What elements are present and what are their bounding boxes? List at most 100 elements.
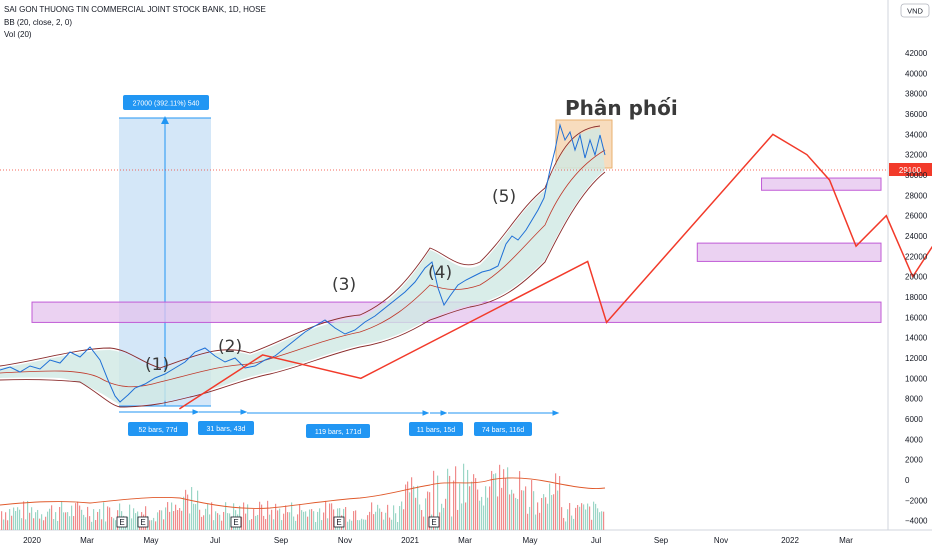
price-axis[interactable]: 4200040000380003600034000320003000028000… xyxy=(905,49,928,526)
volume-bar xyxy=(113,518,115,530)
volume-bar xyxy=(543,494,545,530)
earnings-marker-2[interactable]: E xyxy=(137,516,149,528)
volume-bar xyxy=(253,509,255,530)
volume-bar xyxy=(219,514,221,530)
volume-bar xyxy=(365,519,367,530)
volume-bar xyxy=(593,501,595,530)
earnings-marker-5[interactable]: E xyxy=(428,516,440,528)
price-tick-label: 40000 xyxy=(905,69,928,78)
volume-bar xyxy=(387,504,389,530)
volume-bar xyxy=(523,490,525,530)
volume-bar xyxy=(479,500,481,530)
volume-bar xyxy=(407,481,409,530)
volume-bar xyxy=(363,519,365,530)
volume-bar xyxy=(477,489,479,530)
volume-bar xyxy=(285,505,287,530)
price-tick-label: 38000 xyxy=(905,90,928,99)
bollinger-basis xyxy=(0,149,606,388)
volume-bar xyxy=(259,501,261,530)
volume-bar xyxy=(495,473,497,530)
volume-bar xyxy=(77,501,79,530)
volume-bar xyxy=(29,512,31,530)
volume-bar xyxy=(539,512,541,530)
volume-bar xyxy=(579,506,581,530)
svg-text:74 bars, 116d: 74 bars, 116d xyxy=(482,427,524,434)
price-tick-label: 14000 xyxy=(905,334,928,343)
volume-bar xyxy=(323,512,325,530)
volume-bar xyxy=(303,511,305,530)
volume-bar xyxy=(441,503,443,530)
volume-bar xyxy=(23,501,25,530)
volume-bar xyxy=(213,520,215,530)
volume-bar xyxy=(577,505,579,530)
wave-label-2: (2) xyxy=(218,337,242,357)
volume-bar xyxy=(55,512,57,530)
volume-bar xyxy=(575,507,577,530)
volume-bar xyxy=(273,519,275,530)
volume-bar xyxy=(463,463,465,530)
volume-bar xyxy=(283,513,285,530)
volume-bar xyxy=(561,507,563,530)
time-tick-label: Sep xyxy=(274,536,289,545)
volume-bar xyxy=(267,500,269,530)
volume-bar xyxy=(223,511,225,530)
volume-bar xyxy=(565,521,567,530)
volume-bar xyxy=(85,517,87,530)
volume-bar xyxy=(103,502,105,530)
volume-bar xyxy=(105,521,107,530)
earnings-marker-3[interactable]: E xyxy=(230,516,242,528)
volume-bar xyxy=(211,502,213,530)
volume-bar xyxy=(371,502,373,530)
volume-bar xyxy=(15,511,17,530)
measure-arrow-head xyxy=(161,116,169,124)
volume-bar xyxy=(115,520,117,530)
volume-bar xyxy=(159,510,161,530)
volume-bar xyxy=(571,515,573,530)
volume-bar xyxy=(51,505,53,530)
volume-bar xyxy=(369,511,371,530)
volume-bar xyxy=(327,518,329,530)
volume-bar xyxy=(295,520,297,530)
volume-bar xyxy=(485,486,487,530)
volume-bar xyxy=(187,494,189,530)
volume-bar xyxy=(559,476,561,530)
volume-bar xyxy=(481,496,483,530)
volume-bar xyxy=(271,509,273,530)
support-resistance-zone[interactable] xyxy=(761,177,882,191)
volume-bar xyxy=(53,519,55,530)
volume-bar xyxy=(419,504,421,530)
earnings-marker-1[interactable]: E xyxy=(116,516,128,528)
volume-bar xyxy=(325,500,327,530)
time-axis[interactable]: 2020 Mar May Jul Sep Nov 2021 Mar May Jul Sep Nov 20… xyxy=(23,536,853,545)
volume-bar xyxy=(133,508,135,530)
volume-bar xyxy=(151,520,153,530)
vol-indicator-label[interactable]: Vol (20) xyxy=(4,30,32,39)
price-tick-label: 10000 xyxy=(905,374,928,383)
volume-bar xyxy=(129,504,131,530)
time-tick-label: Jul xyxy=(210,536,220,545)
volume-bar xyxy=(401,501,403,530)
volume-bar xyxy=(193,503,195,530)
volume-bar xyxy=(265,519,267,530)
volume-bar xyxy=(359,520,361,530)
volume-bar xyxy=(447,468,449,530)
currency-button[interactable]: VND xyxy=(900,3,930,18)
volume-bar xyxy=(553,494,555,530)
support-resistance-zone[interactable] xyxy=(696,242,882,262)
volume-bar xyxy=(249,520,251,530)
svg-text:E: E xyxy=(336,518,341,527)
bollinger-band-fill xyxy=(0,128,605,405)
volume-bar xyxy=(439,512,441,530)
time-tick-label: Sep xyxy=(654,536,669,545)
volume-bar xyxy=(557,490,559,530)
volume-bar xyxy=(217,513,219,530)
volume-bar xyxy=(215,511,217,530)
price-tick-label: 28000 xyxy=(905,191,928,200)
volume-bar xyxy=(385,512,387,530)
bar-count-rulers xyxy=(119,409,560,416)
volume-bar xyxy=(383,519,385,530)
volume-bar xyxy=(131,518,133,530)
earnings-marker-4[interactable]: E xyxy=(333,516,345,528)
bb-indicator-label[interactable]: BB (20, close, 2, 0) xyxy=(4,18,73,27)
